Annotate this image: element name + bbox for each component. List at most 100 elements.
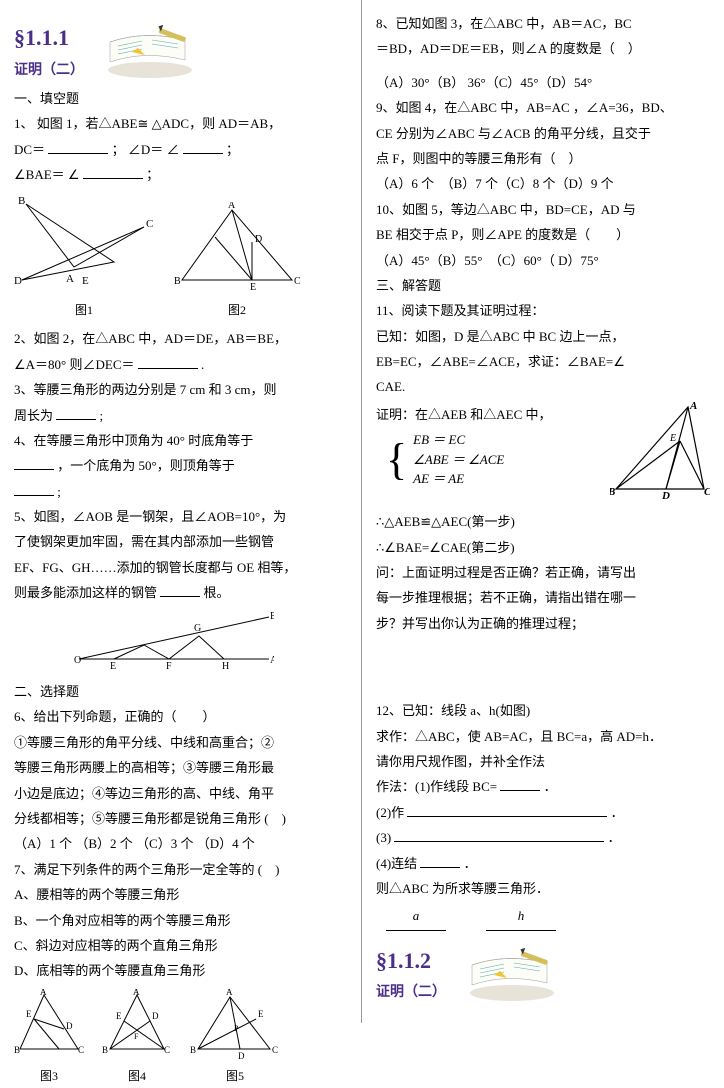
q7-opt-b: B、一个角对应相等的两个等腰三角形	[14, 909, 347, 932]
fig2-label: 图2	[172, 300, 302, 322]
svg-text:E: E	[82, 275, 89, 287]
svg-text:C: C	[294, 276, 301, 287]
svg-text:A: A	[133, 989, 140, 997]
q7-opt-a: A、腰相等的两个等腰三角形	[14, 883, 347, 906]
q11-ask2: 每一步推理根据；若不正确，请指出错在哪一	[376, 586, 710, 609]
q6-line2: ①等腰三角形的角平分线、中线和高重合；②	[14, 731, 347, 754]
section-text-2: §1.1.2 证明（二）	[376, 941, 446, 1006]
blank	[394, 829, 604, 842]
svg-text:E: E	[669, 433, 676, 444]
figure-q11: A B C D E	[610, 401, 710, 508]
svg-text:A: A	[270, 655, 274, 666]
svg-text:E: E	[26, 1009, 32, 1019]
svg-text:D: D	[14, 275, 22, 287]
math-lines: EB ＝ EC ∠ABE ＝ ∠ACE AE ＝ AE	[413, 430, 504, 489]
svg-text:E: E	[258, 1009, 264, 1019]
figure-5: O E F H G B A	[74, 609, 347, 676]
svg-text:B: B	[102, 1045, 108, 1055]
segment-h-label: h	[518, 904, 525, 927]
q12-line1: 12、已知：线段 a、h(如图)	[376, 699, 710, 722]
section-header-2: §1.1.2 证明（二）	[376, 941, 710, 1006]
q9-opts: （A）6 个 （B）7 个（C）8 个（D）9 个	[376, 172, 710, 195]
q11-line3: EB=EC，∠ABE=∠ACE，求证：∠BAE=∠	[376, 350, 710, 373]
q11-line5: 证明：在△AEB 和△AEC 中，	[376, 403, 602, 426]
blank	[407, 804, 607, 817]
text: ，一个底角为 50°，则顶角等于	[57, 458, 234, 473]
text: 根。	[204, 585, 230, 600]
blank	[420, 855, 460, 868]
figure-4: A B C E D F 图4	[102, 989, 172, 1088]
q12-step3: (3) ．	[376, 826, 710, 849]
section-header-1: §1.1.1 证明（二）	[14, 18, 347, 83]
svg-text:G: G	[194, 623, 201, 634]
figure-row-bottom: A B C E D 图3 A B C E D F 图4	[14, 989, 347, 1088]
svg-text:A: A	[66, 273, 74, 285]
svg-text:O: O	[74, 655, 81, 666]
q6-line6: （A）1 个 （B）2 个 （C）3 个 （D）4 个	[14, 832, 347, 855]
text: 则最多能添加这样的钢管	[14, 585, 157, 600]
svg-text:A: A	[226, 989, 233, 997]
svg-text:A: A	[40, 989, 47, 997]
text: ．	[608, 830, 621, 845]
figure-5b: A B C D E P 图5	[190, 989, 280, 1088]
section-text: §1.1.1 证明（二）	[14, 18, 84, 83]
q12-step4: (4)连结 ．	[376, 852, 710, 875]
math-system: { EB ＝ EC ∠ABE ＝ ∠ACE AE ＝ AE	[386, 430, 602, 489]
q12-line3: 请你用尺规作图，并补全作法	[376, 750, 710, 773]
q2-line2: ∠A＝80° 则∠DEC＝ .	[14, 353, 347, 376]
q8-line2: ＝BD，AD＝DE＝EB，则∠A 的度数是（ ）	[376, 37, 710, 60]
svg-text:D: D	[66, 1021, 73, 1031]
figure-1: B A C D E 图1	[14, 192, 154, 321]
q1-line2: DC＝ ； ∠D＝ ∠ ；	[14, 138, 347, 161]
q5-line2: 了使钢架更加牢固，需在其内部添加一些钢管	[14, 530, 347, 553]
q11-line4: CAE.	[376, 375, 710, 398]
math-line-2: ∠ABE ＝ ∠ACE	[413, 450, 504, 470]
text: 作法：(1)作线段 BC=	[376, 779, 497, 794]
blank	[14, 483, 54, 496]
segment-a-line	[386, 930, 446, 931]
blank	[160, 584, 200, 597]
svg-text:A: A	[228, 202, 236, 211]
q7-opt-c: C、斜边对应相等的两个直角三角形	[14, 934, 347, 957]
text: (3)	[376, 830, 391, 845]
text: ;	[100, 408, 104, 423]
fig5-label: 图5	[190, 1066, 280, 1088]
blank	[56, 407, 96, 420]
q11-ask1: 问：上面证明过程是否正确？若正确，请写出	[376, 561, 710, 584]
math-line-3: AE ＝ AE	[413, 469, 504, 489]
q10-opts: （A）45°（B）55° （C）60°（ D）75°	[376, 249, 710, 272]
svg-text:D: D	[152, 1011, 159, 1021]
q7-line1: 7、满足下列条件的两个三角形一定全等的 ( )	[14, 858, 347, 881]
section-subtitle: 证明（二）	[14, 58, 84, 83]
svg-text:D: D	[661, 490, 670, 501]
blank	[183, 141, 223, 154]
svg-text:C: C	[164, 1045, 170, 1055]
q4-line3: ;	[14, 480, 347, 503]
text: ∠A＝80° 则∠DEC＝	[14, 357, 135, 372]
text: 周长为	[14, 408, 53, 423]
math-line-1: EB ＝ EC	[413, 430, 504, 450]
figure-row-1: B A C D E 图1 A B C D E 图2	[14, 192, 347, 321]
q6-line1: 6、给出下列命题，正确的（ ）	[14, 705, 347, 728]
svg-text:B: B	[18, 195, 25, 207]
figure-2: A B C D E 图2	[172, 202, 302, 321]
q6-line4: 小边是底边；④等边三角形的高、中线、角平	[14, 782, 347, 805]
figure-3: A B C E D 图3	[14, 989, 84, 1088]
q9-line2: CE 分别为∠ABC 与∠ACB 的角平分线，且交于	[376, 122, 710, 145]
blank	[500, 778, 540, 791]
q11-line1: 11、阅读下题及其证明过程：	[376, 299, 710, 322]
svg-text:B: B	[270, 611, 274, 622]
heading-choice: 二、选择题	[14, 680, 347, 703]
svg-text:E: E	[116, 1011, 122, 1021]
segments: a h	[386, 904, 710, 930]
fig4-label: 图4	[102, 1066, 172, 1088]
text: (2)作	[376, 805, 404, 820]
q11-step2: ∴∠BAE=∠CAE(第二步)	[376, 536, 710, 559]
blank	[14, 457, 54, 470]
q12-concl: 则△ABC 为所求等腰三角形．	[376, 877, 710, 900]
text: DC＝	[14, 142, 45, 157]
text: ∠BAE＝ ∠	[14, 167, 80, 182]
text: ；	[146, 167, 159, 182]
svg-text:B: B	[14, 1045, 20, 1055]
text: (4)连结	[376, 856, 417, 871]
